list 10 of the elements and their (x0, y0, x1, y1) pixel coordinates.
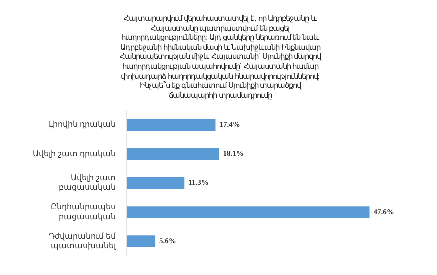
bar (127, 119, 216, 131)
bar (127, 206, 370, 218)
y-tick-label: Ընդհանրապես բացասական (51, 202, 116, 222)
y-tick-label: Լիովին դրական (49, 120, 116, 130)
bar (127, 177, 185, 190)
y-tick-label: Դժվարանում եմ պատասխանել (49, 232, 117, 250)
bar (127, 236, 156, 248)
y-tick-label: Ավելի շատ դրական (33, 149, 116, 158)
bar (127, 148, 220, 160)
y-tick-label: Ավելի շատ բացասական (59, 174, 116, 192)
